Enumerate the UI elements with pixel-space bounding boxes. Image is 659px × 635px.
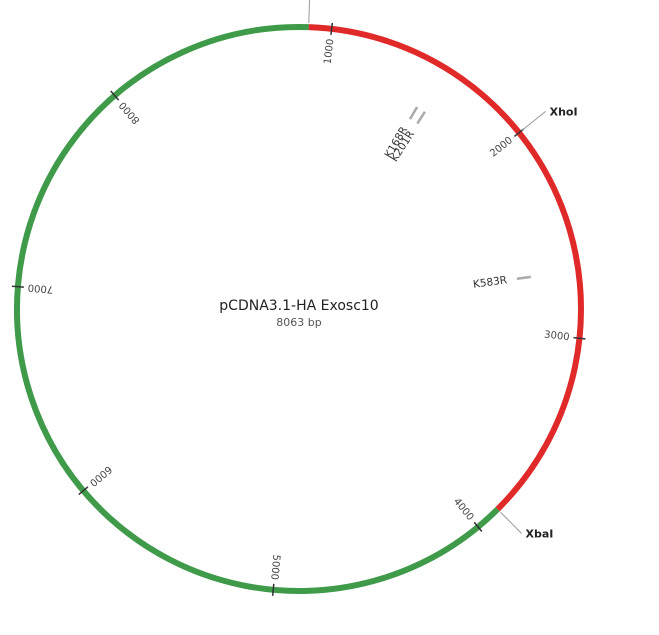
segment-backbone bbox=[14, 24, 500, 594]
tick-label: 3000 bbox=[544, 330, 570, 344]
segment-insert bbox=[308, 24, 584, 512]
tick-mark bbox=[473, 521, 483, 533]
tick-mark bbox=[78, 486, 89, 496]
tick-mark bbox=[110, 90, 120, 101]
site-label-xbai: XbaI bbox=[526, 527, 554, 540]
plasmid-size: 8063 bp bbox=[276, 316, 321, 329]
tick-label: 5000 bbox=[268, 554, 281, 580]
tick-label: 1000 bbox=[323, 38, 337, 65]
plasmid-name: pCDNA3.1-HA Exosc10 bbox=[219, 298, 378, 314]
tick-mark bbox=[330, 22, 334, 35]
tick-label: 4000 bbox=[451, 496, 476, 523]
tick-label: 2000 bbox=[488, 135, 515, 159]
site-leader bbox=[308, 0, 311, 24]
mutation-mark bbox=[516, 275, 531, 281]
mutation-mark bbox=[408, 106, 419, 120]
plasmid-ring bbox=[14, 24, 584, 594]
site-leader bbox=[500, 511, 522, 534]
tick-label: 7000 bbox=[27, 281, 53, 294]
mutation-mark bbox=[416, 111, 426, 125]
tick-mark bbox=[271, 583, 275, 596]
site-leader bbox=[521, 111, 546, 131]
mutation-label-k583r: K583R bbox=[472, 274, 508, 291]
tick-mark bbox=[573, 336, 586, 340]
tick-label: 6000 bbox=[87, 463, 114, 488]
tick-mark bbox=[11, 285, 24, 288]
tick-label: 8000 bbox=[117, 99, 142, 125]
restriction-sites: BamHIXhoIXbaI bbox=[308, 0, 578, 540]
site-label-xhoi: XhoI bbox=[550, 105, 578, 118]
